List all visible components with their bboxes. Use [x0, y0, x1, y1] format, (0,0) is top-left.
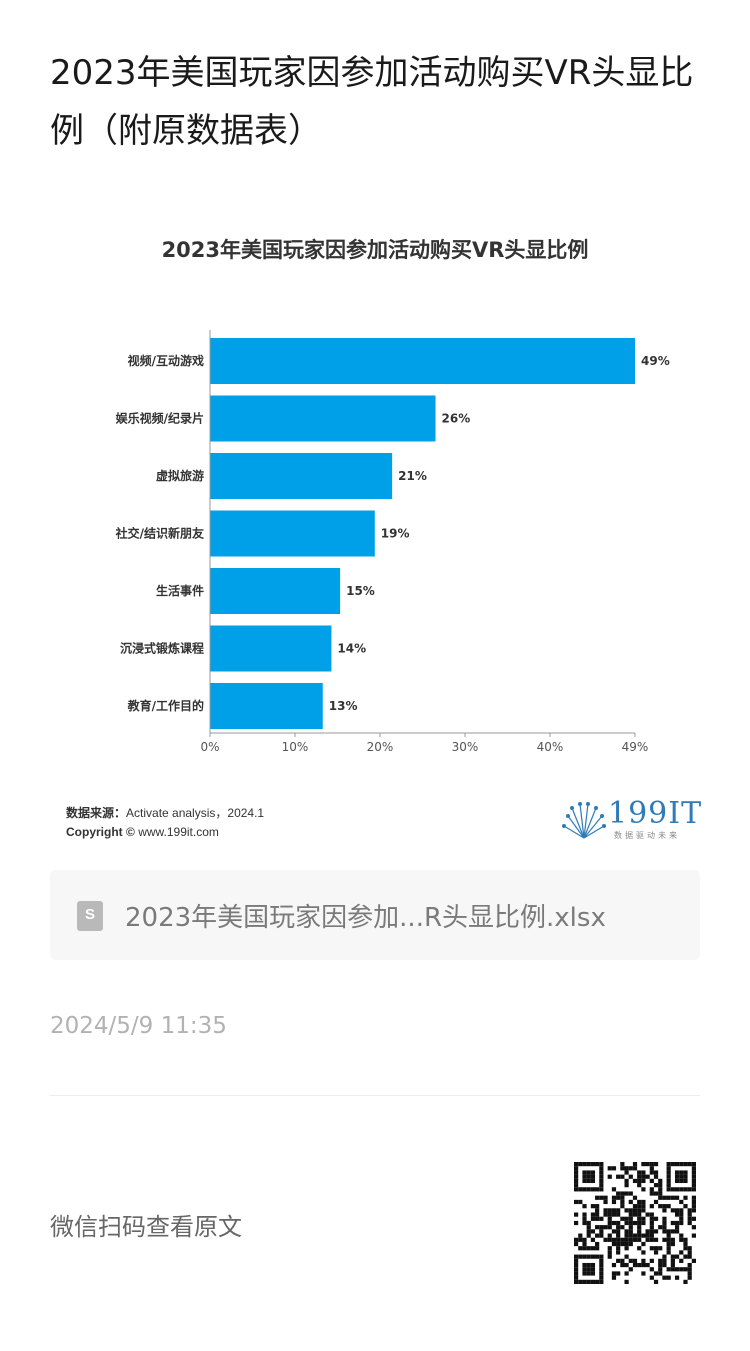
- value-label: 49%: [641, 354, 670, 368]
- qr-code-icon[interactable]: [574, 1162, 696, 1284]
- bar: [210, 625, 332, 672]
- category-label: 视频/互动游戏: [128, 353, 204, 368]
- brand-slogan: 数据驱动未来: [614, 831, 680, 840]
- x-tick-label: 20%: [367, 740, 394, 754]
- bar: [210, 395, 436, 442]
- bar: [210, 510, 375, 557]
- copyright-label: Copyright ©: [66, 825, 135, 839]
- article-title: 2023年美国玩家因参加活动购买VR头显比例（附原数据表）: [50, 53, 694, 151]
- category-label: 沉浸式锻炼课程: [120, 641, 204, 656]
- value-label: 15%: [346, 584, 375, 598]
- x-tick-label: 49%: [622, 740, 649, 754]
- x-tick-label: 0%: [200, 740, 219, 754]
- category-label: 社交/结识新朋友: [115, 526, 204, 541]
- file-icon-letter: S: [84, 906, 95, 923]
- value-label: 13%: [329, 699, 358, 713]
- x-tick-label: 10%: [282, 740, 309, 754]
- brand-logo: 199IT 数据驱动未来: [560, 796, 703, 848]
- category-label: 虚拟旅游: [156, 468, 204, 483]
- bar: [210, 683, 323, 729]
- value-label: 14%: [337, 642, 366, 656]
- brand-name: 199IT: [608, 796, 703, 831]
- bar: [210, 338, 635, 384]
- value-label: 19%: [381, 527, 410, 541]
- category-label: 娱乐视频/纪录片: [116, 411, 204, 426]
- source-text: Activate analysis，2024.1: [126, 806, 265, 820]
- attachment-file-name[interactable]: 2023年美国玩家因参加...R头显比例.xlsx: [125, 903, 606, 933]
- chart-image: 2023年美国玩家因参加活动购买VR头显比例 视频/互动游戏 49% 娱乐视频/纪录…: [50, 200, 703, 860]
- bar: [210, 453, 393, 499]
- qr-prompt: 微信扫码查看原文: [50, 1213, 242, 1241]
- publish-timestamp: 2024/5/9 11:35: [50, 1013, 227, 1039]
- value-label: 21%: [398, 469, 427, 483]
- dandelion-logo-icon: [562, 802, 606, 839]
- copyright-text: www.199it.com: [138, 825, 219, 839]
- divider: [50, 1095, 700, 1096]
- value-label: 26%: [442, 412, 471, 426]
- attachment-card[interactable]: S 2023年美国玩家因参加...R头显比例.xlsx: [50, 870, 700, 960]
- source-label: 数据来源：: [66, 806, 127, 820]
- category-label: 生活事件: [156, 583, 204, 598]
- x-tick-label: 40%: [537, 740, 564, 754]
- category-label: 教育/工作目的: [127, 698, 204, 713]
- copyright-line: Copyright © www.199it.com: [66, 825, 219, 839]
- chart-title: 2023年美国玩家因参加活动购买VR头显比例: [162, 238, 589, 262]
- x-tick-label: 30%: [452, 740, 479, 754]
- source-line: 数据来源：Activate analysis，2024.1: [66, 804, 264, 821]
- bar-chart: 2023年美国玩家因参加活动购买VR头显比例 视频/互动游戏 49% 娱乐视频/纪录…: [115, 238, 670, 754]
- bar: [210, 568, 341, 614]
- spreadsheet-file-icon: S: [77, 901, 103, 931]
